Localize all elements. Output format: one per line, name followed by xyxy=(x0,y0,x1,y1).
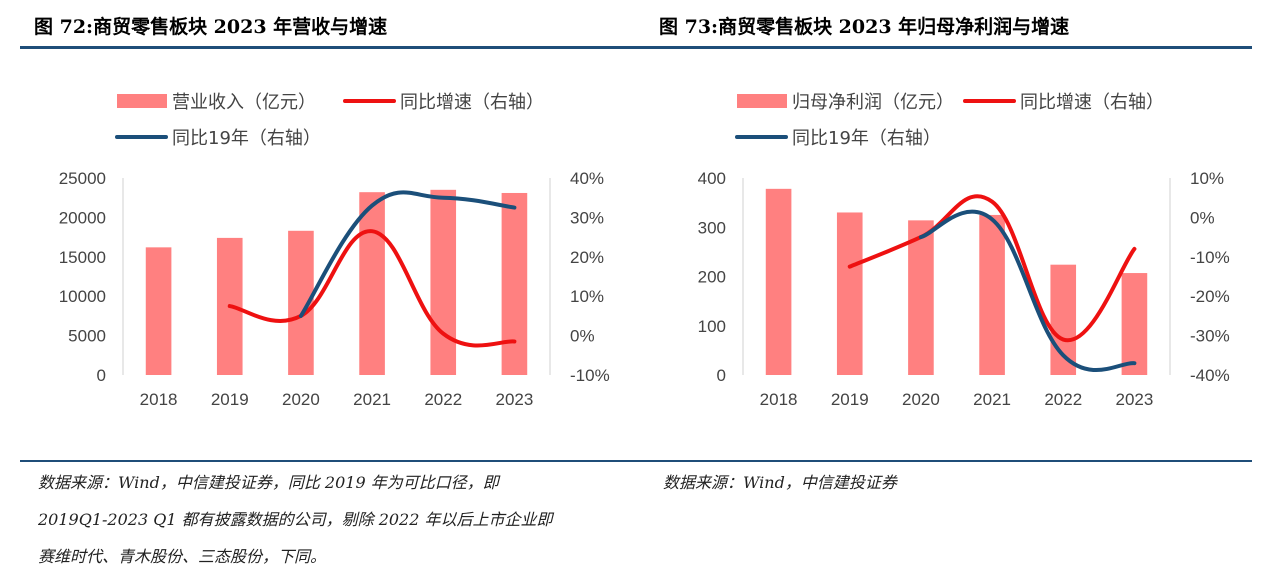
source-line: 数据来源：Wind，中信建投证券，同比 2019 年为可比口径，即 xyxy=(38,473,499,492)
source-note-right: 数据来源：Wind，中信建投证券 xyxy=(663,464,1223,501)
legend-swatch-bar xyxy=(737,94,787,108)
bar-2022 xyxy=(430,189,457,375)
x-axis-tick-label: 2021 xyxy=(973,390,1011,409)
x-axis-tick-label: 2021 xyxy=(353,390,391,409)
revenue-chart: 营业收入（亿元） 同比增速（右轴） 同比19年（右轴） 0 5000 10000 15000… xyxy=(59,92,610,409)
right-axis-tick-label: 30% xyxy=(570,208,604,227)
x-axis-tick-label: 2020 xyxy=(282,390,320,409)
line-vs-2019 xyxy=(918,209,1137,373)
figure-72-title: 图 72:商贸零售板块 2023 年营收与增速 xyxy=(34,16,388,38)
legend-label-line: 同比19年（右轴） xyxy=(172,128,321,149)
bar-2021 xyxy=(359,192,385,375)
bar-2023 xyxy=(501,192,528,375)
line-yoy-growth xyxy=(227,229,517,348)
legend-label-line: 同比19年（右轴） xyxy=(792,128,941,149)
right-axis-tick-label: -40% xyxy=(1190,366,1230,385)
right-axis-tick-label: 20% xyxy=(570,248,604,267)
left-axis-tick-label: 300 xyxy=(698,218,726,237)
left-axis-tick-label: 20000 xyxy=(59,208,106,227)
x-axis-tick-label: 2018 xyxy=(140,390,178,409)
x-axis-tick-label: 2022 xyxy=(424,390,462,409)
left-axis-tick-label: 200 xyxy=(698,268,726,287)
left-axis-tick-label: 0 xyxy=(97,366,106,385)
right-axis-tick-label: -30% xyxy=(1190,327,1230,346)
left-axis-tick-label: 100 xyxy=(698,317,726,336)
source-line: 赛维时代、青木股份、三态股份，下同。 xyxy=(38,547,327,566)
right-axis-tick-label: -10% xyxy=(570,366,610,385)
legend-label-bar: 归母净利润（亿元） xyxy=(792,92,954,113)
bar-2018 xyxy=(145,247,172,375)
bar-2021 xyxy=(979,214,1005,375)
right-axis-tick-label: 10% xyxy=(570,287,604,306)
left-axis-tick-label: 15000 xyxy=(59,248,106,267)
line-vs-2019 xyxy=(298,190,517,318)
legend-swatch-bar xyxy=(117,94,167,108)
top-divider xyxy=(20,46,1252,49)
right-axis-tick-label: 0% xyxy=(1190,208,1215,227)
legend-label-bar: 营业收入（亿元） xyxy=(172,92,316,113)
source-line: 2019Q1-2023 Q1 都有披露数据的公司，剔除 2022 年以后上市企业… xyxy=(38,510,553,529)
x-axis-tick-label: 2019 xyxy=(831,390,869,409)
left-axis-tick-label: 10000 xyxy=(59,287,106,306)
right-axis-tick-label: -10% xyxy=(1190,248,1230,267)
chart-legend: 营业收入（亿元） 同比增速（右轴） 同比19年（右轴） xyxy=(115,92,544,149)
bar-2018 xyxy=(765,188,792,375)
bottom-divider xyxy=(20,460,1252,462)
left-axis-tick-label: 400 xyxy=(698,169,726,188)
right-axis-tick-label: -20% xyxy=(1190,287,1230,306)
line-yoy-growth xyxy=(847,194,1137,343)
left-axis-tick-label: 25000 xyxy=(59,169,106,188)
bar-2023 xyxy=(1121,273,1148,375)
right-axis-tick-label: 40% xyxy=(570,169,604,188)
bar-2019 xyxy=(836,212,863,375)
right-axis-tick-label: 10% xyxy=(1190,169,1224,188)
chart-legend: 归母净利润（亿元） 同比增速（右轴） 同比19年（右轴） xyxy=(735,92,1164,149)
x-axis-tick-label: 2023 xyxy=(1116,390,1154,409)
left-axis-tick-label: 5000 xyxy=(68,327,106,346)
left-axis-tick-label: 0 xyxy=(717,366,726,385)
legend-label-line: 同比增速（右轴） xyxy=(400,92,544,113)
source-line: 数据来源：Wind，中信建投证券 xyxy=(663,473,897,492)
net-profit-chart: 归母净利润（亿元） 同比增速（右轴） 同比19年（右轴） 0 100 200 300 400 -… xyxy=(698,92,1230,409)
x-axis-tick-label: 2022 xyxy=(1044,390,1082,409)
bar-2020 xyxy=(908,220,934,375)
figure-73-title: 图 73:商贸零售板块 2023 年归母净利润与增速 xyxy=(659,16,1070,38)
legend-label-line: 同比增速（右轴） xyxy=(1020,92,1164,113)
x-axis-tick-label: 2019 xyxy=(211,390,249,409)
x-axis-tick-label: 2020 xyxy=(902,390,940,409)
source-note-left: 数据来源：Wind，中信建投证券，同比 2019 年为可比口径，即 2019Q1… xyxy=(38,464,638,575)
x-axis-tick-label: 2018 xyxy=(760,390,798,409)
bar-2022 xyxy=(1050,264,1077,375)
right-axis-tick-label: 0% xyxy=(570,327,595,346)
x-axis-tick-label: 2023 xyxy=(496,390,534,409)
